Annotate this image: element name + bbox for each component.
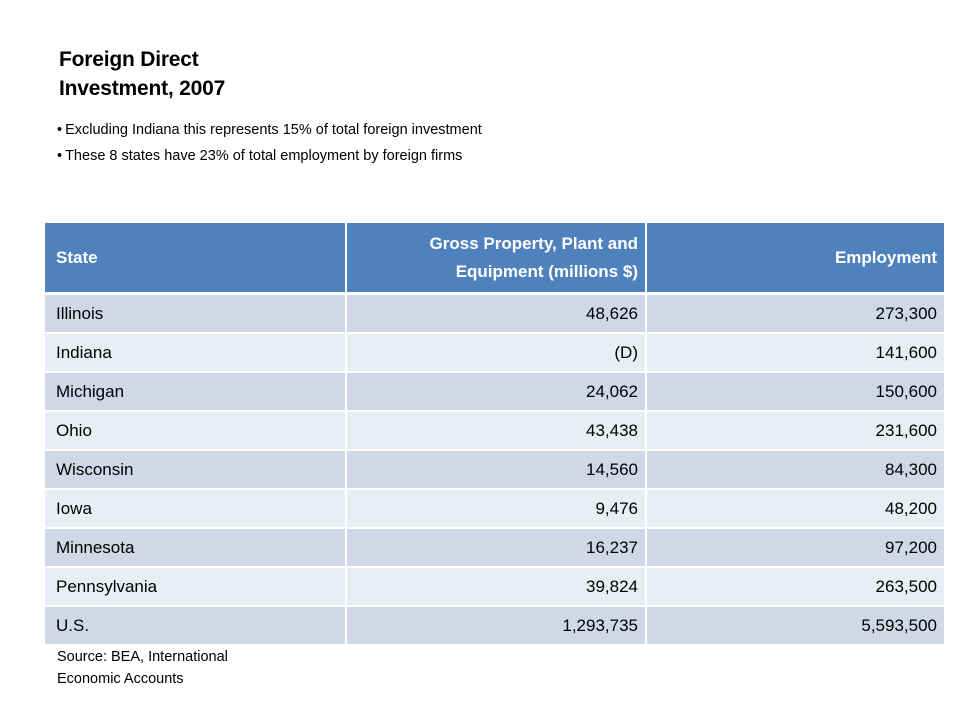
table-row: Pennsylvania 39,824 263,500	[45, 567, 944, 607]
cell-state: Illinois	[45, 293, 347, 334]
title-line-2: Investment, 2007	[59, 77, 226, 100]
cell-employment: 84,300	[646, 450, 944, 490]
bullet-item: Excluding Indiana this represents 15% of…	[57, 119, 487, 142]
cell-state: Indiana	[45, 333, 347, 373]
table-row: Wisconsin 14,560 84,300	[45, 450, 944, 490]
cell-state: Iowa	[45, 489, 347, 529]
slide-title: Foreign Direct Investment, 2007	[59, 45, 459, 103]
source-note: Source: BEA, International Economic Acco…	[57, 646, 317, 690]
cell-state: U.S.	[45, 606, 347, 646]
cell-gross-ppe: 39,824	[346, 567, 647, 607]
cell-gross-ppe: 43,438	[346, 411, 647, 451]
cell-employment: 141,600	[646, 333, 944, 373]
cell-gross-ppe: 16,237	[346, 528, 647, 568]
cell-employment: 231,600	[646, 411, 944, 451]
cell-gross-ppe: 14,560	[346, 450, 647, 490]
cell-state: Minnesota	[45, 528, 347, 568]
table-row: Iowa 9,476 48,200	[45, 489, 944, 529]
cell-state: Wisconsin	[45, 450, 347, 490]
cell-state: Michigan	[45, 372, 347, 412]
bullet-item: These 8 states have 23% of total employm…	[57, 145, 487, 168]
table-row: Illinois 48,626 273,300	[45, 293, 944, 334]
cell-employment: 263,500	[646, 567, 944, 607]
header-state: State	[45, 223, 347, 295]
table-row: Indiana (D) 141,600	[45, 333, 944, 373]
source-line-1: Source: BEA, International	[57, 649, 228, 665]
cell-employment: 273,300	[646, 293, 944, 334]
cell-employment: 97,200	[646, 528, 944, 568]
cell-employment: 5,593,500	[646, 606, 944, 646]
cell-gross-ppe: (D)	[346, 333, 647, 373]
fdi-table: State Gross Property, Plant and Equipmen…	[45, 223, 944, 646]
header-gross-ppe: Gross Property, Plant and Equipment (mil…	[346, 223, 647, 295]
cell-employment: 150,600	[646, 372, 944, 412]
bullet-list: Excluding Indiana this represents 15% of…	[57, 119, 487, 171]
cell-employment: 48,200	[646, 489, 944, 529]
table-header-row: State Gross Property, Plant and Equipmen…	[45, 223, 944, 295]
table-row: Minnesota 16,237 97,200	[45, 528, 944, 568]
header-employment: Employment	[646, 223, 944, 295]
cell-gross-ppe: 24,062	[346, 372, 647, 412]
cell-gross-ppe: 48,626	[346, 293, 647, 334]
table-row: U.S. 1,293,735 5,593,500	[45, 606, 944, 646]
table-row: Ohio 43,438 231,600	[45, 411, 944, 451]
source-line-2: Economic Accounts	[57, 671, 184, 687]
title-line-1: Foreign Direct	[59, 48, 199, 71]
table-row: Michigan 24,062 150,600	[45, 372, 944, 412]
cell-state: Ohio	[45, 411, 347, 451]
cell-gross-ppe: 9,476	[346, 489, 647, 529]
cell-state: Pennsylvania	[45, 567, 347, 607]
cell-gross-ppe: 1,293,735	[346, 606, 647, 646]
